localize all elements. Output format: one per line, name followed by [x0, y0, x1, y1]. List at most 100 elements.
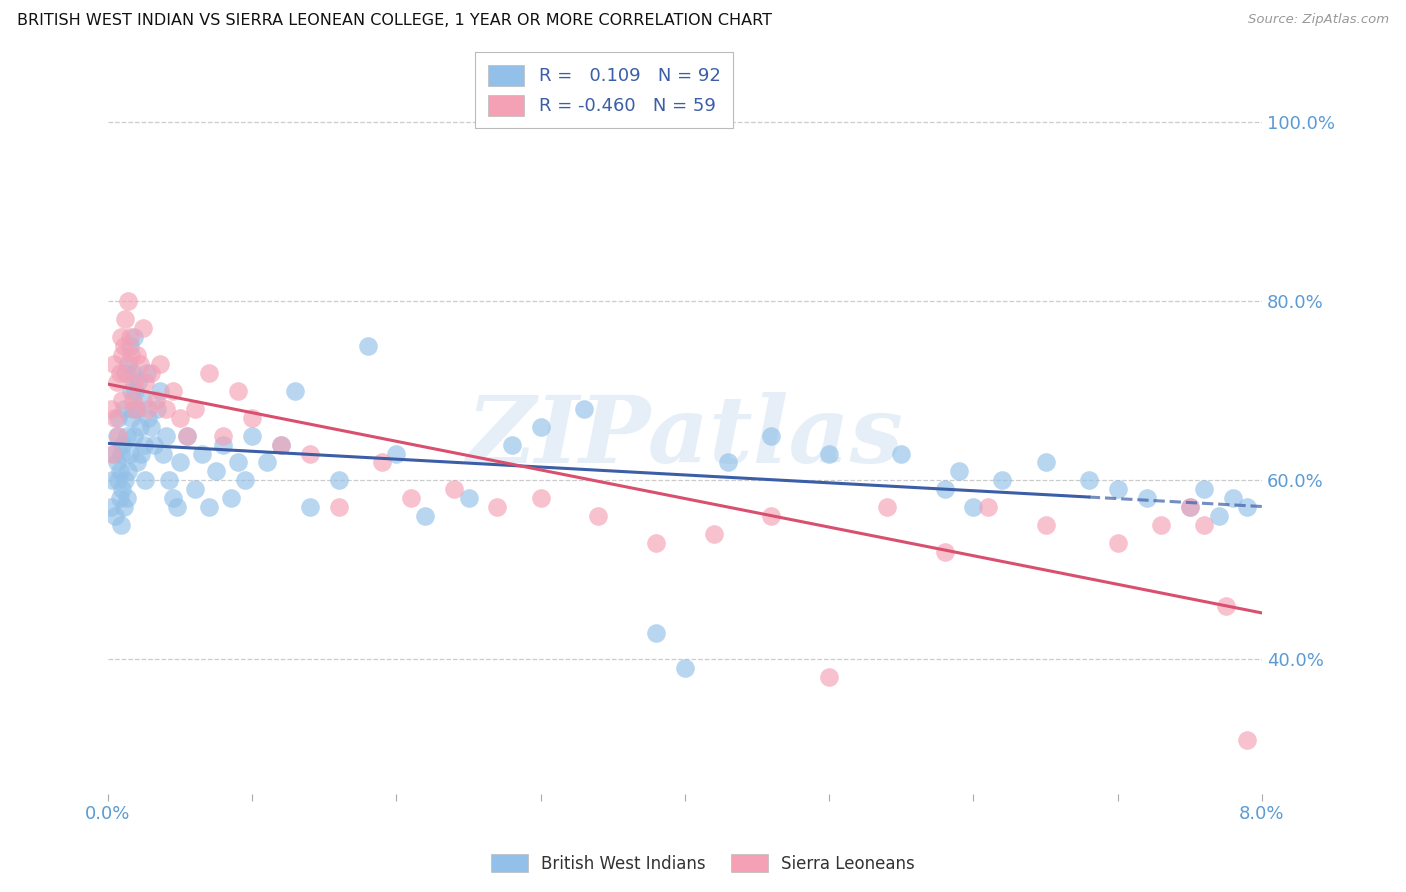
Point — [155, 428, 177, 442]
Point — [818, 670, 841, 684]
Point — [240, 410, 263, 425]
Point — [1107, 483, 1129, 497]
Point — [284, 384, 307, 398]
Point — [149, 357, 172, 371]
Point — [162, 491, 184, 506]
Point — [1178, 500, 1201, 515]
Point — [141, 366, 163, 380]
Point — [818, 446, 841, 460]
Point — [114, 474, 136, 488]
Point — [141, 419, 163, 434]
Point — [108, 464, 131, 478]
Point — [169, 455, 191, 469]
Point — [183, 401, 205, 416]
Point — [219, 491, 242, 506]
Point — [198, 366, 221, 380]
Point — [962, 500, 984, 515]
Point — [1150, 518, 1173, 533]
Point — [111, 437, 134, 451]
Point — [761, 428, 783, 442]
Point — [645, 625, 668, 640]
Point — [103, 446, 125, 460]
Point — [371, 455, 394, 469]
Point — [270, 437, 292, 451]
Point — [131, 321, 153, 335]
Point — [443, 483, 465, 497]
Point — [190, 446, 212, 460]
Point — [121, 366, 143, 380]
Point — [101, 474, 124, 488]
Point — [703, 527, 725, 541]
Point — [1035, 455, 1057, 469]
Point — [1236, 500, 1258, 515]
Point — [111, 392, 134, 407]
Point — [155, 401, 177, 416]
Point — [256, 455, 278, 469]
Point — [101, 446, 124, 460]
Point — [212, 428, 235, 442]
Point — [1215, 599, 1237, 613]
Point — [110, 330, 132, 344]
Point — [977, 500, 1000, 515]
Point — [107, 428, 129, 442]
Point — [143, 437, 166, 451]
Point — [298, 500, 321, 515]
Point — [108, 491, 131, 506]
Point — [270, 437, 292, 451]
Point — [385, 446, 408, 460]
Point — [134, 375, 156, 389]
Text: Source: ZipAtlas.com: Source: ZipAtlas.com — [1249, 13, 1389, 27]
Point — [176, 428, 198, 442]
Point — [115, 428, 138, 442]
Point — [117, 294, 139, 309]
Legend: R =   0.109   N = 92, R = -0.460   N = 59: R = 0.109 N = 92, R = -0.460 N = 59 — [475, 53, 733, 128]
Point — [205, 464, 228, 478]
Point — [1135, 491, 1157, 506]
Point — [138, 410, 160, 425]
Point — [1236, 733, 1258, 747]
Point — [112, 401, 135, 416]
Point — [328, 474, 350, 488]
Point — [115, 491, 138, 506]
Point — [501, 437, 523, 451]
Point — [110, 518, 132, 533]
Point — [103, 357, 125, 371]
Point — [121, 401, 143, 416]
Point — [226, 384, 249, 398]
Point — [146, 401, 169, 416]
Point — [948, 464, 970, 478]
Point — [110, 446, 132, 460]
Point — [212, 437, 235, 451]
Point — [1208, 509, 1230, 524]
Point — [108, 366, 131, 380]
Point — [122, 428, 145, 442]
Point — [122, 375, 145, 389]
Point — [120, 410, 142, 425]
Point — [183, 483, 205, 497]
Point — [111, 483, 134, 497]
Point — [118, 446, 141, 460]
Legend: British West Indians, Sierra Leoneans: British West Indians, Sierra Leoneans — [485, 847, 921, 880]
Point — [111, 348, 134, 362]
Point — [114, 312, 136, 326]
Point — [166, 500, 188, 515]
Text: ZIPatlas: ZIPatlas — [467, 392, 904, 482]
Point — [112, 339, 135, 353]
Point — [129, 446, 152, 460]
Point — [645, 536, 668, 550]
Point — [1222, 491, 1244, 506]
Point — [117, 464, 139, 478]
Point — [149, 384, 172, 398]
Point — [104, 509, 127, 524]
Point — [1192, 518, 1215, 533]
Point — [125, 401, 148, 416]
Point — [120, 384, 142, 398]
Point — [761, 509, 783, 524]
Point — [399, 491, 422, 506]
Point — [125, 348, 148, 362]
Point — [125, 455, 148, 469]
Point — [118, 339, 141, 353]
Point — [114, 366, 136, 380]
Point — [118, 330, 141, 344]
Point — [105, 375, 128, 389]
